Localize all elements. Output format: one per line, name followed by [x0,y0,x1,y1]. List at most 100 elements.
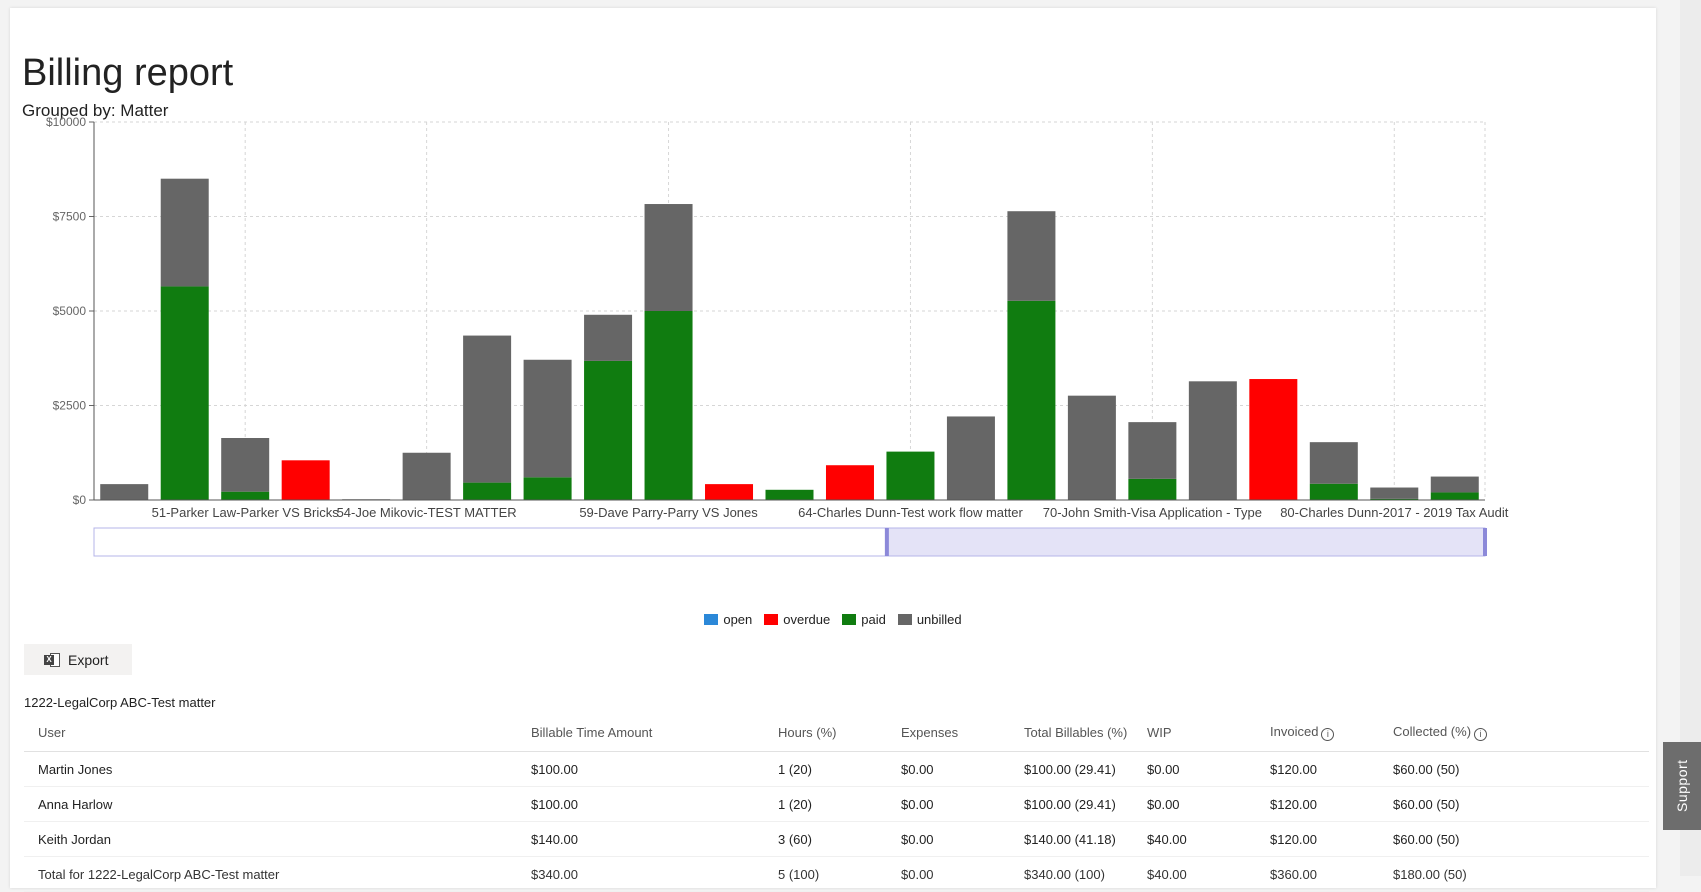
col-wip[interactable]: WIP [1133,714,1256,752]
page-scrollbar[interactable] [1680,0,1701,876]
table-row: Anna Harlow $100.00 1 (20) $0.00 $100.00 (29… [24,786,1649,822]
col-expenses[interactable]: Expenses [887,714,1010,752]
y-tick-label: $7500 [53,210,87,224]
legend-swatch [842,613,857,625]
bar-paid [1430,492,1479,500]
cell-billable: $340.00 [517,856,764,892]
cell-expenses: $0.00 [887,821,1010,857]
range-window[interactable] [886,527,1486,557]
cell-billable: $100.00 [517,786,764,822]
cell-billable: $100.00 [517,751,764,787]
table-total-row: Total for 1222-LegalCorp ABC-Test matter… [24,856,1649,892]
cell-total: $100.00 (29.41) [1010,786,1133,822]
legend-item-unbilled[interactable]: unbilled [897,610,962,628]
cell-invoiced: $120.00 [1256,751,1379,787]
cell-total: $140.00 (41.18) [1010,821,1133,857]
bar-unbilled [402,452,451,500]
cell-hours: 5 (100) [764,856,887,892]
col-collected-label: Collected (%) [1393,724,1472,739]
cell-collected: $180.00 (50) [1379,856,1649,892]
y-tick-label: $5000 [53,304,87,318]
range-handle[interactable] [1483,528,1487,556]
col-invoiced[interactable]: Invoiced i [1256,714,1379,752]
cell-user: Keith Jordan [24,821,517,857]
cell-collected: $60.00 (50) [1379,751,1649,787]
y-tick-label: $10000 [46,115,86,129]
legend-swatch [764,613,779,625]
col-hours[interactable]: Hours (%) [764,714,887,752]
legend-item-open[interactable]: open [704,610,752,628]
legend-label: paid [861,611,886,627]
range-handle[interactable] [884,528,889,556]
cell-total: $100.00 (29.41) [1010,751,1133,787]
export-button[interactable]: X Export [24,644,132,675]
cell-expenses: $0.00 [887,786,1010,822]
cell-wip: $40.00 [1133,821,1256,857]
matter-group-title: 1222-LegalCorp ABC-Test matter [24,695,216,710]
bar-unbilled [1430,476,1479,493]
legend-label: unbilled [916,611,962,627]
legend-label: open [723,611,753,627]
bar-unbilled [160,178,209,287]
bar-paid [221,491,270,500]
bar-paid [1007,300,1056,500]
col-total-billables[interactable]: Total Billables (%) [1010,714,1133,752]
table-row: Martin Jones $100.00 1 (20) $0.00 $100.00 (2… [24,751,1649,787]
cell-collected: $60.00 (50) [1379,786,1649,822]
col-user[interactable]: User [24,714,517,752]
cell-total: $340.00 (100) [1010,856,1133,892]
table-row: Keith Jordan $140.00 3 (60) $0.00 $140.00 (4… [24,821,1649,857]
cell-collected: $60.00 (50) [1379,821,1649,857]
col-collected[interactable]: Collected (%) i [1379,714,1649,752]
export-label: Export [68,651,109,668]
bar-paid [765,489,814,500]
bar-paid [523,477,572,500]
bar-overdue [1249,379,1298,500]
grouped-by-label: Grouped by: Matter [22,101,169,120]
cell-invoiced: $360.00 [1256,856,1379,892]
legend-item-paid[interactable]: paid [842,610,886,628]
cell-user: Martin Jones [24,751,517,787]
bar-unbilled [100,484,149,500]
bar-paid [644,311,693,500]
bar-unbilled [221,438,270,492]
cell-wip: $0.00 [1133,751,1256,787]
cell-invoiced: $120.00 [1256,786,1379,822]
legend-label: overdue [783,611,831,627]
page-title: Billing report [22,52,234,94]
col-billable[interactable]: Billable Time Amount [517,714,764,752]
bar-unbilled [523,359,572,478]
legend-item-overdue[interactable]: overdue [764,610,830,628]
cell-hours: 3 (60) [764,821,887,857]
legend-swatch [704,613,719,625]
cell-expenses: $0.00 [887,751,1010,787]
support-button[interactable]: Support [1663,742,1701,830]
cell-expenses: $0.00 [887,856,1010,892]
x-tick-label: 51-Parker Law-Parker VS Bricks [152,505,340,520]
bar-unbilled [644,204,693,311]
legend-swatch [897,613,912,625]
bar-paid [160,286,209,500]
y-tick-label: $0 [73,493,87,507]
bar-unbilled [584,314,633,361]
info-icon[interactable]: i [1321,728,1335,741]
report-card: Billing report Grouped by: Matter $0 $250… [10,8,1656,892]
bar-paid [584,360,633,500]
y-tick-label: $2500 [53,399,87,413]
billing-chart: $0 $2500 $5000 $7500 $10000 51-Parker Law-Par… [46,115,1509,557]
cell-user: Total for 1222-LegalCorp ABC-Test matter [24,856,517,892]
x-tick-label: 54-Joe Mikovic-TEST MATTER [337,505,517,520]
cell-user: Anna Harlow [24,786,517,822]
billing-table: User Billable Time Amount Hours (%) Expe… [24,714,1649,892]
chart-legend: open overdue paid unbilled [10,610,1656,628]
bar-unbilled [1067,395,1116,500]
x-tick-label: 80-Charles Dunn-2017 - 2019 Tax Audit [1280,505,1509,520]
cell-invoiced: $120.00 [1256,821,1379,857]
cell-hours: 1 (20) [764,751,887,787]
excel-icon: X [44,652,60,667]
cell-wip: $0.00 [1133,786,1256,822]
x-tick-label: 64-Charles Dunn-Test work flow matter [798,505,1023,520]
bar-unbilled [1007,211,1056,301]
bar-overdue [281,460,330,500]
info-icon[interactable]: i [1474,728,1488,741]
